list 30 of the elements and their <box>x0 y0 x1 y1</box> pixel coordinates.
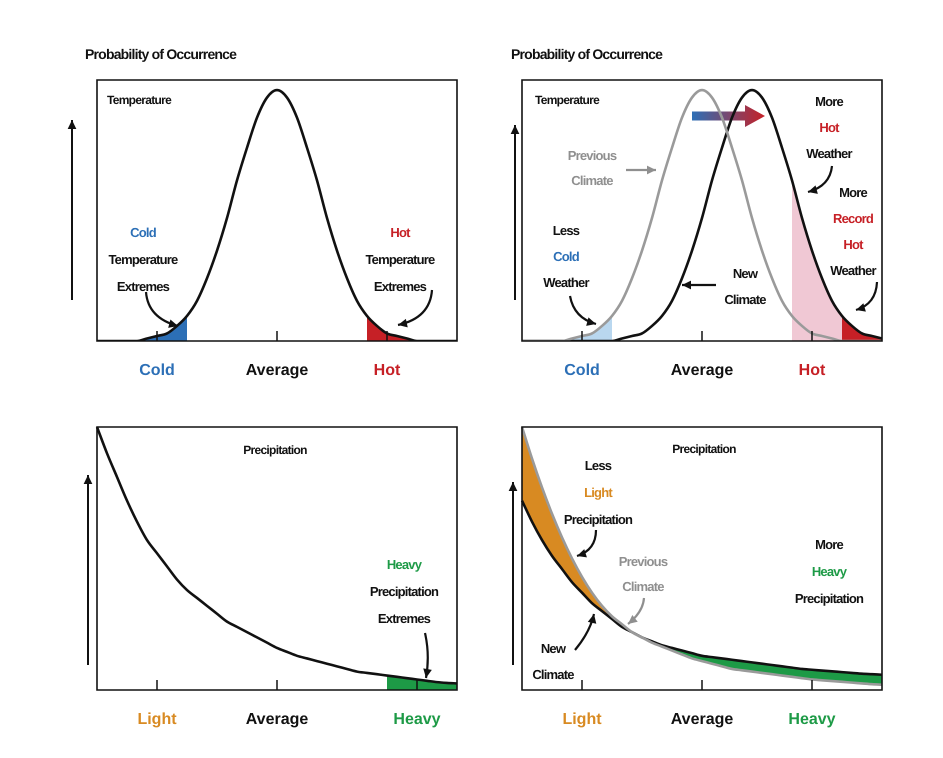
annotation: Previous Climate <box>568 148 616 188</box>
annotation: Less Light Precipitation <box>564 458 632 527</box>
text: Precipitation <box>672 442 736 456</box>
x-tick-label: Average <box>670 711 734 728</box>
chart-title: Temperature <box>107 93 172 107</box>
x-tick-label: Average <box>670 362 734 380</box>
y-axis-title: Probability of Occurrence <box>511 46 662 62</box>
annotation: New Climate <box>532 641 574 682</box>
x-tick-label: Average <box>246 362 308 380</box>
annotation: New Climate <box>724 266 766 307</box>
x-tick-label: Light <box>562 711 602 728</box>
x-tick-label: Hot <box>798 362 826 380</box>
y-axis-title: Probability of Occurrence <box>85 46 236 62</box>
annotation: More Hot Weather <box>806 94 852 161</box>
chart-title: Temperature <box>535 93 600 107</box>
x-tick-label: Cold <box>139 362 175 380</box>
annotation: Hot Temperature Extremes <box>366 225 434 294</box>
annotation: Previous Climate <box>618 554 668 594</box>
annotation: Cold Temperature Extremes <box>108 225 178 294</box>
annotation: Heavy Precipitation Extremes <box>370 557 438 626</box>
annotation: More Record Hot Weather <box>830 185 876 278</box>
text: Precipitation <box>243 443 307 457</box>
annotation: More Heavy Precipitation <box>794 537 864 606</box>
x-tick-label: Light <box>137 711 178 728</box>
x-tick-label: Heavy <box>788 711 836 728</box>
x-tick-label: Heavy <box>393 711 441 728</box>
x-tick-label: Hot <box>374 362 401 380</box>
x-tick-label: Cold <box>564 362 600 380</box>
annotation: Less Cold Weather <box>543 223 589 290</box>
x-tick-label: Average <box>246 711 308 728</box>
